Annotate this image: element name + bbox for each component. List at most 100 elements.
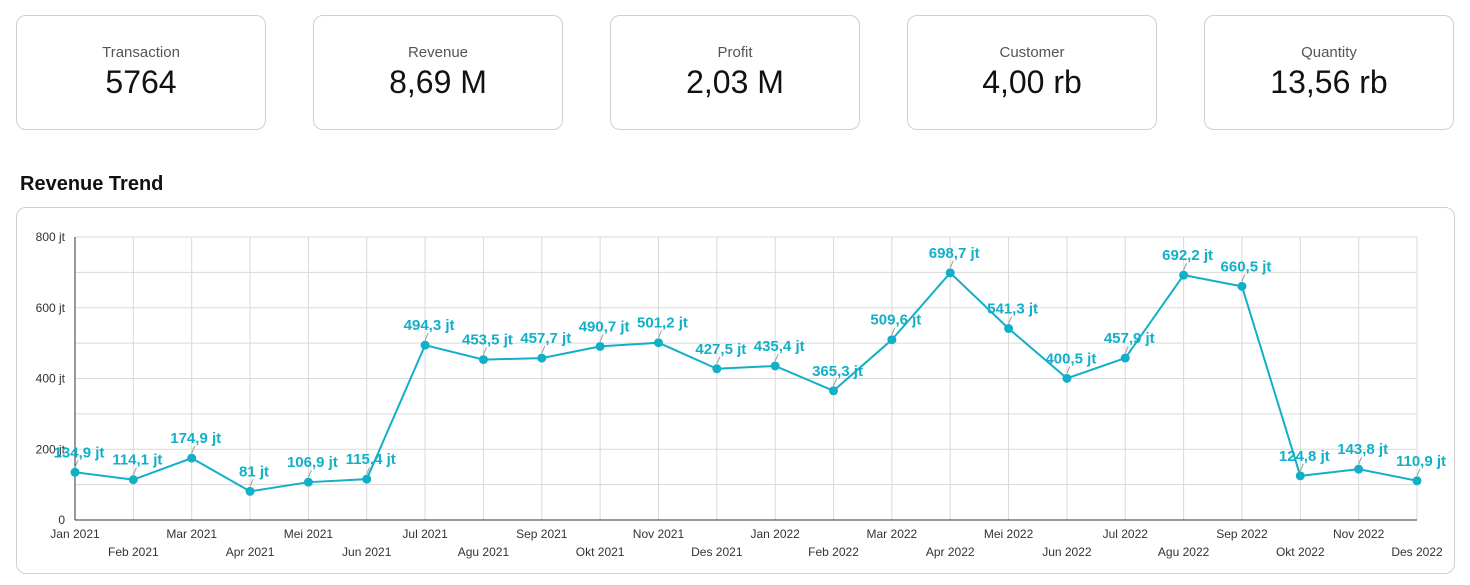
data-point — [595, 341, 605, 351]
x-tick-label: Jun 2022 — [1042, 545, 1092, 559]
data-point — [187, 453, 197, 463]
data-label: 660,5 jt — [1221, 258, 1272, 275]
x-tick-label: Agu 2022 — [1158, 545, 1210, 559]
x-tick-label: Okt 2022 — [1276, 545, 1325, 559]
data-label-leader — [249, 479, 254, 487]
data-point — [1004, 324, 1014, 334]
data-point — [1237, 281, 1247, 291]
kpi-label: Customer — [999, 44, 1065, 61]
x-tick-label: Sep 2022 — [1216, 527, 1268, 541]
kpi-label: Quantity — [1301, 44, 1357, 61]
kpi-value: 13,56 rb — [1270, 64, 1388, 100]
data-label: 134,9 jt — [54, 444, 105, 461]
kpi-card-transaction[interactable]: Transaction 5764 — [16, 15, 266, 130]
data-point — [245, 486, 255, 496]
x-tick-label: Des 2022 — [1391, 545, 1443, 559]
chart-section-title: Revenue Trend — [20, 173, 164, 195]
data-label-leader — [1183, 262, 1188, 271]
data-label-leader — [482, 347, 487, 355]
kpi-card-revenue[interactable]: Revenue 8,69 M — [313, 15, 563, 130]
data-label-leader — [132, 467, 137, 475]
data-label: 494,3 jt — [404, 317, 455, 334]
kpi-label: Profit — [717, 44, 753, 61]
data-label: 143,8 jt — [1337, 441, 1388, 458]
data-label: 457,7 jt — [520, 330, 571, 347]
x-tick-label: Feb 2022 — [808, 545, 859, 559]
data-point — [712, 364, 722, 374]
data-label: 365,3 jt — [812, 363, 863, 380]
data-label: 106,9 jt — [287, 454, 338, 471]
data-point — [362, 474, 372, 484]
y-tick-label: 200 jt — [36, 442, 66, 456]
kpi-value: 2,03 M — [686, 64, 784, 100]
x-tick-label: Nov 2022 — [1333, 527, 1385, 541]
data-label-leader — [1008, 316, 1013, 324]
data-label-leader — [774, 353, 779, 362]
data-label-leader — [599, 334, 604, 342]
data-label-leader — [949, 260, 954, 269]
x-tick-label: Agu 2021 — [458, 545, 510, 559]
data-point — [653, 338, 663, 348]
x-tick-label: Apr 2022 — [926, 545, 975, 559]
data-label: 453,5 jt — [462, 332, 513, 349]
kpi-value: 5764 — [105, 64, 177, 100]
data-point — [945, 268, 955, 278]
kpi-card-quantity[interactable]: Quantity 13,56 rb — [1204, 15, 1454, 130]
kpi-value: 8,69 M — [389, 64, 487, 100]
data-label: 115,4 jt — [346, 451, 396, 468]
kpi-row: Transaction 5764 Revenue 8,69 M Profit 2… — [0, 0, 1470, 140]
data-label-leader — [1241, 274, 1246, 282]
x-tick-label: Sep 2021 — [516, 527, 568, 541]
data-label: 81 jt — [239, 463, 269, 480]
data-label-leader — [1299, 463, 1304, 472]
revenue-trend-chart-card: 0 200 jt 400 jt 600 jt 800 jt Jan 2021 Feb 202… — [16, 207, 1455, 574]
data-label: 501,2 jt — [637, 315, 688, 332]
y-tick-label: 0 — [58, 513, 65, 527]
revenue-trend-chart[interactable]: 0 200 jt 400 jt 600 jt 800 jt Jan 2021 Feb 202… — [17, 208, 1454, 573]
data-point — [70, 467, 80, 477]
x-tick-label: Mar 2021 — [166, 527, 217, 541]
data-label-leader — [191, 445, 196, 454]
y-tick-label: 400 jt — [36, 372, 66, 386]
data-point — [420, 340, 430, 350]
data-label: 698,7 jt — [929, 245, 980, 262]
data-label: 174,9 jt — [170, 430, 221, 447]
kpi-card-customer[interactable]: Customer 4,00 rb — [907, 15, 1157, 130]
data-point — [1412, 476, 1422, 486]
kpi-label: Revenue — [407, 44, 469, 61]
x-tick-label: Nov 2021 — [633, 527, 685, 541]
data-label-leader — [891, 327, 896, 335]
data-label: 541,3 jt — [987, 301, 1038, 318]
x-tick-label: Apr 2021 — [226, 545, 275, 559]
data-label: 457,9 jt — [1104, 330, 1155, 347]
x-tick-label: Jan 2022 — [750, 527, 800, 541]
x-tick-label: Mei 2021 — [284, 527, 334, 541]
data-point — [1179, 270, 1189, 280]
data-label-leader — [424, 332, 429, 341]
data-label: 435,4 jt — [754, 338, 805, 355]
x-tick-label: Okt 2021 — [576, 545, 625, 559]
data-label-leader — [1416, 468, 1421, 476]
data-point — [128, 475, 138, 485]
x-tick-label: Jul 2021 — [402, 527, 448, 541]
data-point — [1354, 464, 1364, 474]
data-label: 509,6 jt — [870, 312, 921, 329]
data-label: 114,1 jt — [112, 452, 162, 469]
y-tick-label: 800 jt — [36, 230, 66, 244]
data-point — [887, 335, 897, 345]
data-label: 124,8 jt — [1279, 448, 1330, 465]
kpi-value: 4,00 rb — [982, 64, 1082, 100]
data-point — [770, 361, 780, 371]
data-label-leader — [307, 469, 312, 478]
data-label: 427,5 jt — [695, 341, 746, 358]
x-tick-label: Jun 2021 — [342, 545, 392, 559]
data-label-leader — [658, 330, 662, 338]
data-label-leader — [833, 378, 837, 386]
data-label-leader — [74, 460, 79, 468]
kpi-card-profit[interactable]: Profit 2,03 M — [610, 15, 860, 130]
data-label-leader — [1124, 345, 1129, 354]
data-label-leader — [541, 345, 546, 354]
data-point — [303, 477, 313, 487]
data-point — [1295, 471, 1305, 481]
data-point — [1062, 373, 1072, 383]
